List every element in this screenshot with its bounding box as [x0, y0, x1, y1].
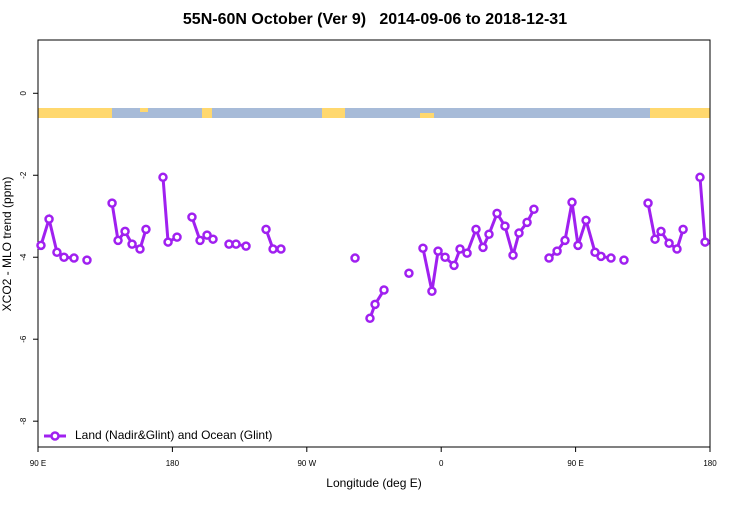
- data-point: [418, 243, 428, 253]
- data-point: [241, 241, 251, 251]
- data-point: [350, 253, 360, 263]
- data-point: [202, 230, 212, 240]
- data-point: [276, 244, 286, 254]
- data-point: [590, 247, 600, 258]
- legend-marker: [50, 431, 60, 441]
- data-point: [678, 224, 688, 235]
- band-ocean: [112, 108, 202, 118]
- data-point: [141, 224, 151, 235]
- data-point: [544, 253, 554, 263]
- data-point: [619, 255, 629, 265]
- data-point: [449, 260, 459, 271]
- data-point: [596, 251, 606, 262]
- x-axis-label: Longitude (deg E): [326, 476, 421, 490]
- data-point: [365, 313, 375, 324]
- data-point: [127, 239, 137, 249]
- data-point: [187, 212, 197, 222]
- data-point: [208, 234, 218, 244]
- band-land: [140, 108, 148, 112]
- data-point: [404, 268, 414, 278]
- data-point: [433, 246, 443, 256]
- y-axis-label: XCO2 - MLO trend (ppm): [0, 177, 14, 312]
- data-point: [522, 217, 532, 228]
- data-point: [163, 237, 173, 247]
- data-point: [36, 240, 46, 251]
- data-point: [700, 237, 710, 247]
- data-point: [492, 208, 502, 219]
- y-tick-label: 0: [19, 91, 28, 96]
- chart-title: 55N-60N October (Ver 9) 2014-09-06 to 20…: [183, 11, 567, 28]
- data-point: [455, 244, 465, 254]
- data-point: [664, 238, 674, 249]
- data-point: [573, 240, 583, 251]
- band-ocean: [345, 108, 650, 118]
- data-point: [59, 252, 69, 262]
- data-point: [195, 235, 205, 246]
- data-point: [606, 253, 616, 263]
- data-point: [478, 242, 488, 253]
- data-point: [672, 244, 682, 254]
- legend-label: Land (Nadir&Glint) and Ocean (Glint): [75, 428, 272, 442]
- data-point: [370, 299, 380, 310]
- y-tick-label: -4: [19, 253, 28, 261]
- data-point: [379, 285, 389, 295]
- data-point: [44, 214, 54, 224]
- data-point: [120, 226, 130, 237]
- data-point: [643, 198, 653, 208]
- data-point: [695, 172, 705, 183]
- data-point: [261, 224, 271, 235]
- data-point: [514, 228, 524, 238]
- y-tick-label: -2: [19, 171, 28, 179]
- data-point: [581, 215, 591, 226]
- data-point: [107, 198, 117, 208]
- data-point: [462, 248, 472, 258]
- data-point: [52, 247, 62, 258]
- data-point: [172, 232, 182, 242]
- land-ocean-band: [38, 108, 710, 118]
- band-ocean: [212, 108, 322, 118]
- data-point: [656, 226, 666, 237]
- data-point: [560, 235, 570, 246]
- data-point: [135, 244, 145, 254]
- x-tick-label: 90 E: [30, 459, 46, 468]
- data-point: [500, 221, 510, 231]
- x-tick-label: 180: [703, 459, 717, 468]
- data-point: [268, 244, 278, 254]
- data-point: [427, 286, 437, 296]
- x-tick-label: 0: [439, 459, 444, 468]
- data-point: [82, 255, 92, 265]
- y-tick-label: -8: [19, 417, 28, 425]
- x-tick-label: 90 W: [297, 459, 316, 468]
- data-point: [113, 235, 123, 246]
- data-point: [508, 250, 518, 260]
- data-point: [158, 172, 168, 183]
- data-point: [529, 204, 539, 215]
- data-point: [440, 252, 450, 262]
- x-tick-label: 180: [166, 459, 180, 468]
- data-point: [69, 253, 79, 263]
- data-point: [231, 239, 241, 249]
- y-tick-label: -6: [19, 335, 28, 343]
- data-point: [471, 224, 481, 235]
- data-point: [650, 234, 660, 244]
- band-land: [420, 113, 434, 118]
- data-point: [552, 246, 562, 256]
- data-point: [484, 229, 494, 240]
- data-point: [567, 197, 577, 208]
- x-tick-label: 90 E: [567, 459, 583, 468]
